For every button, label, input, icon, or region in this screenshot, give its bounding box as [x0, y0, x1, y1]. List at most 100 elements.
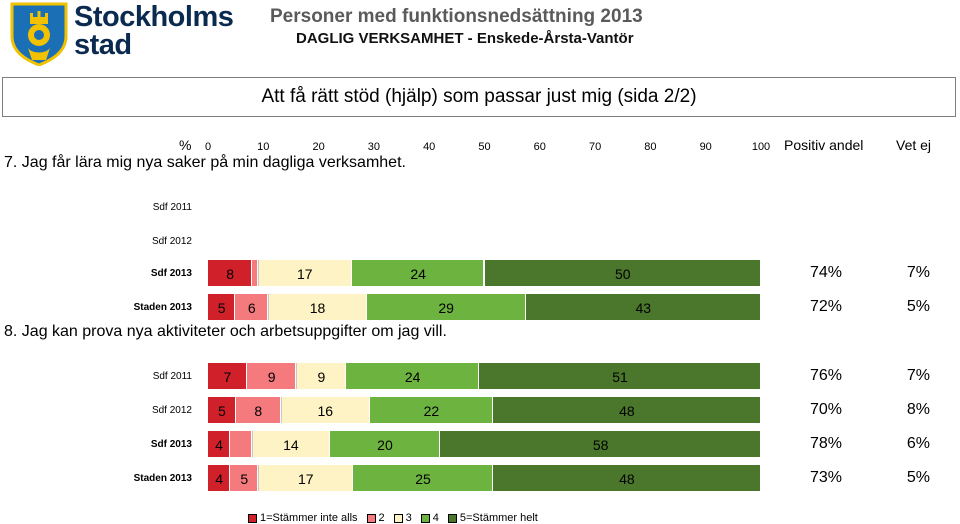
bar-value-label: 24	[404, 369, 421, 385]
bar-value-label: 25	[415, 471, 431, 487]
bar-segment	[208, 465, 231, 491]
x-tick-label: 20	[312, 141, 325, 153]
bar-value-label: 4	[215, 437, 223, 453]
row-label: Sdf 2013	[150, 439, 192, 450]
bar-segment	[208, 294, 236, 320]
x-tick-label: 100	[751, 141, 771, 153]
legend-item: 4	[420, 512, 439, 524]
bar-segment	[353, 465, 493, 491]
bar-value-label: 29	[438, 300, 454, 316]
bar-segment	[235, 294, 269, 320]
bar-segment	[440, 431, 761, 457]
dont-know-value: 8%	[906, 401, 930, 418]
bar-segment	[296, 363, 347, 389]
bar-value-label: 5	[218, 403, 226, 419]
bar-value-label: 4	[215, 471, 224, 487]
x-tick-label: 80	[644, 141, 657, 153]
bar-value-label: 20	[377, 437, 393, 453]
brand-line-1: Stockholms	[74, 1, 234, 33]
positive-share-value: 72%	[809, 298, 842, 315]
stockholm-crest-icon	[10, 2, 68, 71]
dont-know-value: 5%	[906, 469, 930, 486]
bar-value-label: 50	[614, 266, 631, 282]
positive-share-value: 70%	[809, 401, 842, 418]
positive-share-value: 73%	[809, 469, 842, 486]
bar-value-label: 22	[423, 403, 440, 419]
legend-swatch	[393, 513, 403, 523]
question-label: 8. Jag kan prova nya aktiviteter och arb…	[4, 323, 447, 340]
bar-value-label: 17	[296, 266, 313, 282]
legend-item: 1=Stämmer inte alls	[248, 512, 358, 524]
dont-know-value: 7%	[906, 264, 930, 281]
bar-segment	[268, 294, 367, 320]
bar-segment	[208, 431, 231, 457]
bar-segment	[369, 397, 493, 423]
bar-segment	[492, 397, 761, 423]
bar-segment	[257, 260, 352, 286]
x-tick-label: 90	[699, 141, 712, 153]
legend-item: 2	[366, 512, 385, 524]
row-label: Sdf 2012	[151, 236, 192, 247]
x-tick-label: 30	[367, 141, 381, 153]
bar-segment	[230, 431, 253, 457]
bar-segment	[230, 465, 259, 491]
row-label: Staden 2013	[133, 302, 192, 313]
x-tick-label: 10	[257, 141, 270, 153]
stacked-bar: 5 8 16 22 48	[208, 397, 761, 423]
positive-share-value: 74%	[809, 264, 842, 281]
bar-segment	[525, 294, 761, 320]
bar-segment	[346, 363, 479, 389]
positive-share-header: Positiv andel	[784, 137, 864, 153]
bar-segment	[208, 397, 236, 423]
positive-share-value: 78%	[809, 435, 842, 452]
legend-swatch	[420, 513, 430, 523]
question-label: 7. Jag får lära mig nya saker på min dag…	[4, 154, 406, 171]
legend-label: 2	[378, 512, 385, 524]
bar-value-label: 5	[240, 471, 249, 487]
report-subtitle: DAGLIG VERKSAMHET - Enskede-Årsta-Vantör	[296, 30, 634, 47]
report-title: Personer med funktionsnedsättning 2013	[270, 6, 643, 27]
legend-item: 5=Stämmer helt	[447, 512, 538, 524]
legend-label: 3	[405, 512, 412, 524]
bar-value-label: 43	[635, 300, 652, 316]
dont-know-value: 7%	[906, 367, 930, 384]
bar-value-label: 8	[226, 266, 235, 282]
bar-segment	[484, 260, 761, 286]
bar-segment	[208, 260, 253, 286]
bar-segment	[258, 465, 354, 491]
x-tick-label: 0	[204, 141, 212, 153]
bar-value-label: 9	[317, 369, 326, 385]
bar-segment	[252, 260, 258, 286]
row-label: Sdf 2013	[150, 268, 192, 279]
bar-value-label: 7	[223, 369, 232, 385]
axis-percent-label: %	[179, 137, 192, 153]
x-tick-label: 70	[588, 141, 602, 153]
stacked-bar: 4 14 20 58	[208, 431, 761, 457]
bar-value-label: 14	[283, 437, 299, 453]
section-title-box: Att få rätt stöd (hjälp) som passar just…	[2, 77, 956, 117]
stacked-bar: 8 17 24 50	[208, 260, 761, 286]
dont-know-value: 5%	[906, 298, 930, 315]
bar-value-label: 24	[410, 266, 426, 282]
bar-segment	[492, 465, 761, 491]
bar-segment	[351, 260, 485, 286]
row-label: Staden 2013	[133, 473, 192, 484]
legend-swatch	[447, 513, 457, 523]
legend-label: 5=Stämmer helt	[459, 512, 538, 524]
x-tick-label: 40	[423, 141, 436, 153]
bar-value-label: 18	[309, 300, 326, 316]
legend-swatch	[366, 513, 376, 523]
legend-label: 4	[432, 512, 439, 524]
bar-value-label: 58	[592, 437, 609, 453]
brand-name: Stockholms stad	[74, 1, 234, 60]
dont-know-value: 6%	[906, 435, 930, 452]
x-tick-label: 50	[478, 141, 491, 153]
section-title: Att få rätt stöd (hjälp) som passar just…	[261, 86, 697, 107]
bar-value-label: 48	[619, 403, 635, 419]
bar-segment	[329, 431, 441, 457]
chart-legend: 1=Stämmer inte alls 2 3 4 5=Stämmer helt	[248, 512, 547, 524]
stacked-bar: 7 9 9 24 51	[208, 363, 761, 389]
bar-segment	[235, 397, 281, 423]
bar-segment	[246, 363, 297, 389]
dont-know-header: Vet ej	[896, 137, 932, 153]
